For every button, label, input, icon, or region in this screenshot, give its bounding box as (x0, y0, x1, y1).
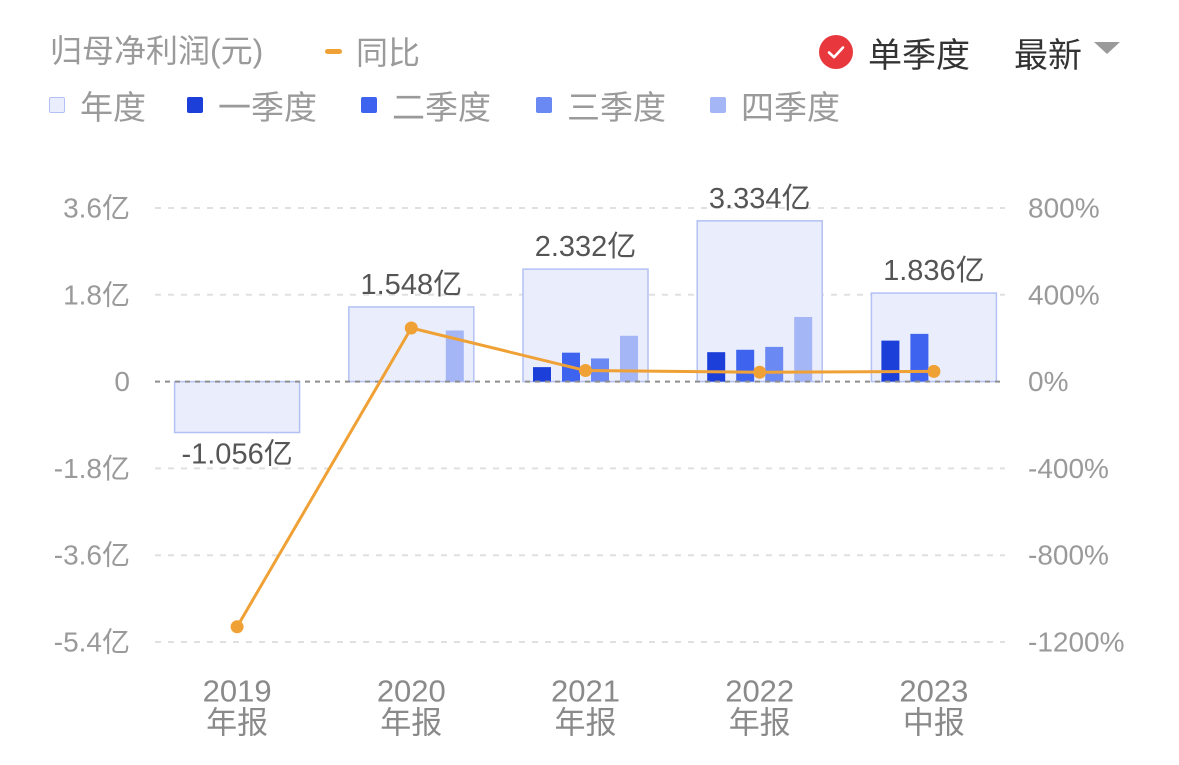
x-category-label: 年报 (555, 706, 617, 741)
y-right-tick-label: 400% (1028, 279, 1100, 310)
x-category-label: 2020 (377, 674, 446, 709)
data-labels: -1.056亿 1.548亿 2.332亿 3.334亿 1.836亿 (181, 182, 984, 471)
y-left-tick-label: -5.4亿 (54, 627, 130, 658)
x-category-label: 中报 (903, 706, 965, 741)
legend-swatch-annual (49, 97, 65, 113)
check-circle-icon (819, 35, 853, 69)
period-select[interactable]: 最新 (1014, 32, 1120, 75)
yoy-point-2022[interactable] (753, 365, 767, 379)
legend-item-q1[interactable]: 一季度 (187, 85, 317, 126)
q3-bar-2022[interactable] (765, 346, 784, 382)
legend-item-yoy[interactable]: 同比 (325, 32, 420, 71)
annual-bar-2019[interactable] (173, 380, 301, 434)
yoy-point-2023[interactable] (927, 364, 941, 378)
x-category-label: 年报 (380, 706, 442, 741)
chart-title: 归母净利润(元) (50, 33, 264, 69)
y-right-tick-label: 800% (1028, 193, 1100, 224)
y-right-tick-label: 0% (1028, 366, 1068, 397)
yoy-point-2020[interactable] (404, 321, 418, 335)
single-quarter-toggle[interactable]: 单季度 (819, 32, 970, 75)
q4-bar-2022[interactable] (794, 316, 813, 382)
q1-bar-2022[interactable] (707, 352, 726, 382)
single-quarter-label: 单季度 (868, 36, 970, 75)
x-category-label: 2019 (203, 674, 272, 709)
legend-label-yoy: 同比 (356, 35, 421, 71)
y-left-tick-label: -3.6亿 (54, 540, 130, 571)
annual-value-label: 1.836亿 (883, 254, 985, 287)
x-category-label: 年报 (206, 706, 268, 741)
yoy-point-2019[interactable] (230, 620, 244, 634)
q2-bar-2022[interactable] (736, 349, 755, 382)
q1-bar-2023[interactable] (881, 340, 900, 382)
y-left-tick-label: 0 (114, 366, 130, 397)
annual-value-label: -1.056亿 (181, 438, 292, 471)
q2-bar-2023[interactable] (910, 333, 929, 382)
legend-swatch-q4 (710, 97, 726, 113)
legend-item-q2[interactable]: 二季度 (361, 85, 491, 126)
y-right-tick-label: -400% (1028, 453, 1109, 484)
axis-labels: 3.6亿 1.8亿 0 -1.8亿 -3.6亿 -5.4亿 800% 400% 0% -400% -… (54, 193, 1125, 741)
legend-item-q3[interactable]: 三季度 (536, 85, 666, 126)
caret-down-icon (1094, 42, 1120, 54)
legend-label-q2: 二季度 (392, 89, 491, 126)
y-left-tick-label: -1.8亿 (54, 453, 130, 484)
legend-label-annual: 年度 (80, 89, 146, 126)
yoy-point-2021[interactable] (579, 364, 592, 378)
y-right-tick-label: -800% (1028, 540, 1109, 571)
y-right-tick-label: -1200% (1028, 627, 1125, 658)
legend-label-q4: 四季度 (741, 89, 840, 126)
legend-swatch-q1 (187, 97, 203, 113)
q4-bar-2021[interactable] (620, 335, 638, 382)
legend-label-q3: 三季度 (567, 89, 666, 126)
legend-item-annual[interactable]: 年度 (49, 85, 146, 126)
x-category-label: 2021 (551, 674, 620, 709)
legend-swatch-q2 (361, 97, 377, 113)
legend-label-q1: 一季度 (218, 89, 317, 126)
legend-swatch-q3 (536, 97, 552, 113)
annual-value-label: 2.332亿 (535, 230, 637, 263)
q4-bar-2020[interactable] (445, 330, 464, 382)
annual-value-label: 3.334亿 (709, 182, 811, 215)
annual-value-label: 1.548亿 (361, 268, 463, 301)
x-category-label: 年报 (729, 706, 791, 741)
q1-bar-2021[interactable] (533, 367, 551, 382)
y-left-tick-label: 3.6亿 (63, 193, 130, 224)
y-left-tick-label: 1.8亿 (63, 279, 130, 310)
line-swatch-icon (325, 48, 342, 54)
legend-item-q4[interactable]: 四季度 (710, 85, 840, 126)
x-category-label: 2022 (725, 674, 794, 709)
x-category-label: 2023 (899, 674, 968, 709)
period-select-value: 最新 (1014, 36, 1082, 75)
